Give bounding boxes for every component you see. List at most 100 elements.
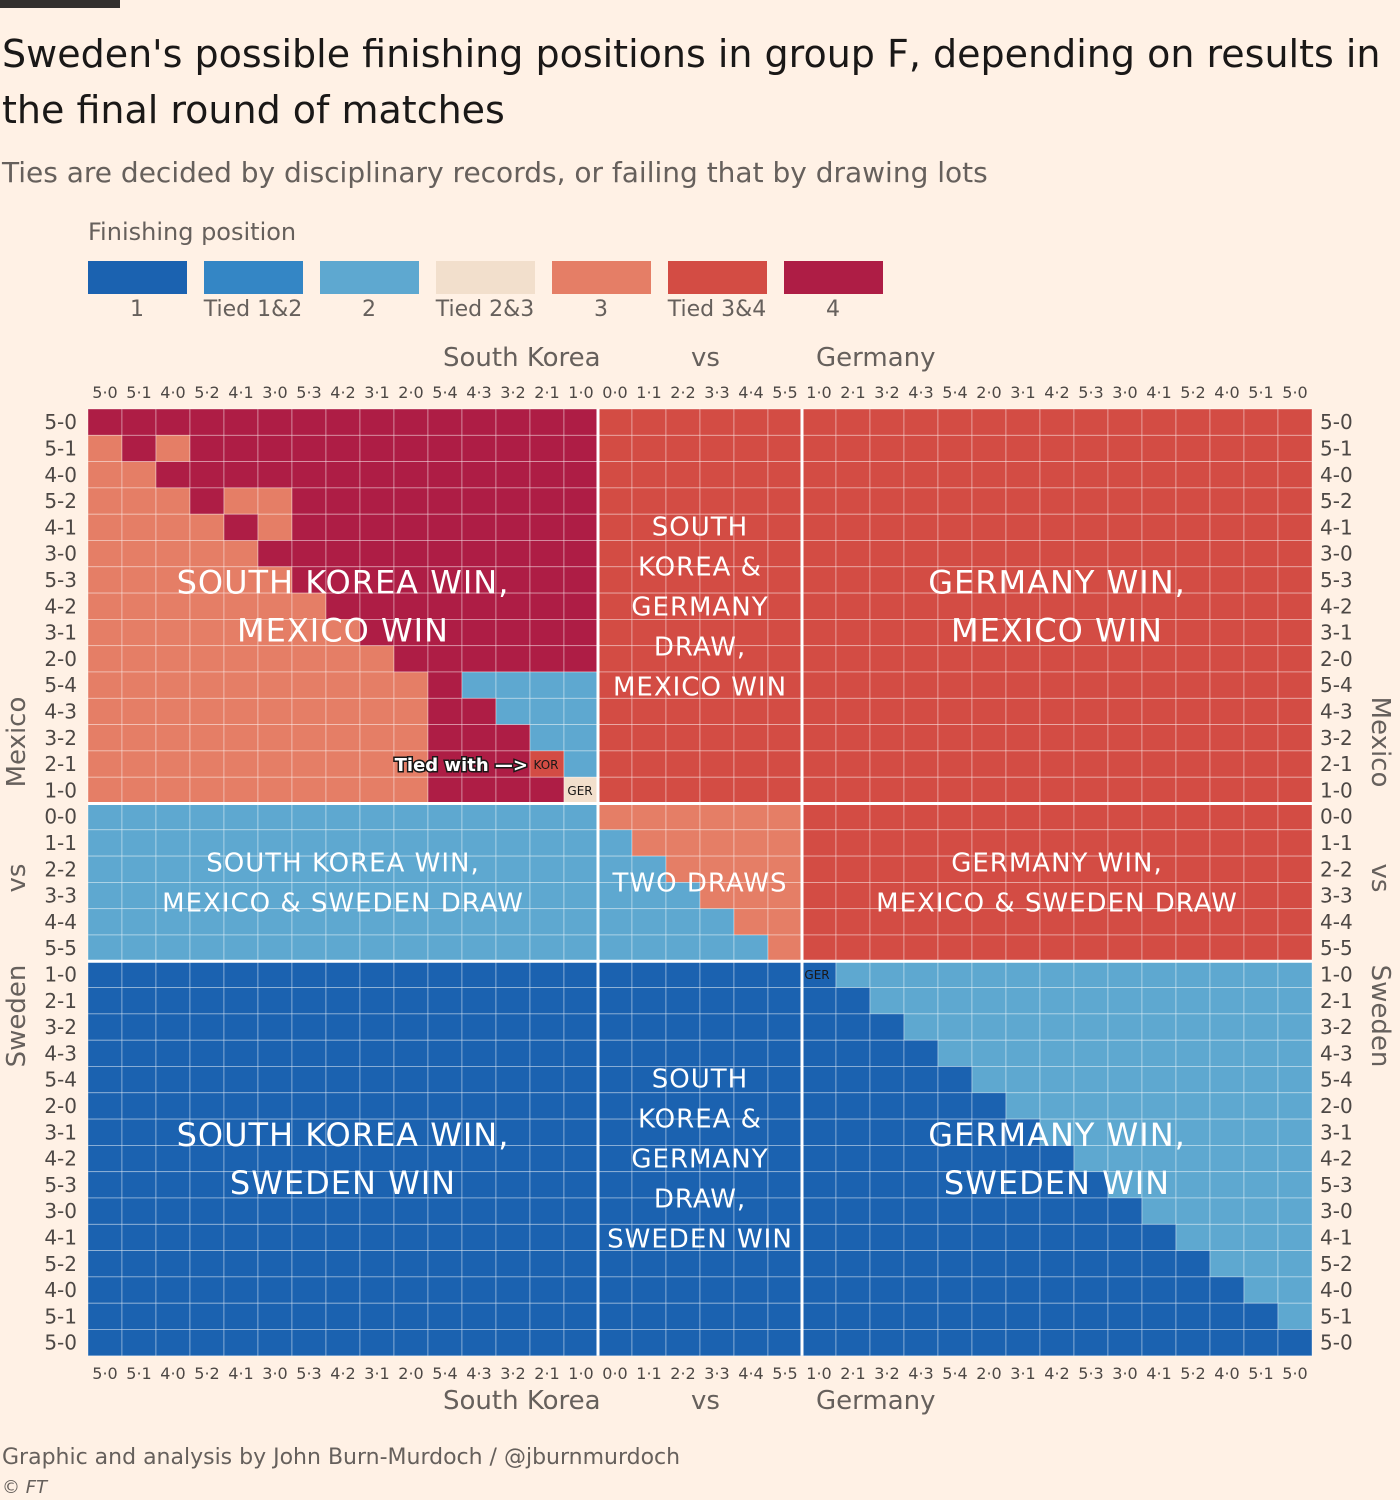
heatmap-cell	[903, 461, 939, 489]
heatmap-cell	[903, 1329, 939, 1357]
heatmap-cell	[1277, 1118, 1313, 1146]
heatmap-cell	[87, 461, 123, 489]
heatmap-cell	[937, 1276, 973, 1304]
heatmap-cell	[801, 855, 837, 883]
heatmap-cell	[121, 1197, 157, 1225]
heatmap-cell	[971, 1276, 1007, 1304]
heatmap-cell	[393, 619, 429, 647]
heatmap-cell	[529, 434, 565, 462]
x-tick-label-top: 1·0	[568, 383, 593, 402]
heatmap-cell	[869, 566, 905, 594]
y-tick-label-right: 3-1	[1320, 621, 1353, 645]
heatmap-cell	[1107, 1092, 1143, 1120]
heatmap-cell	[971, 882, 1007, 910]
heatmap-cell	[971, 934, 1007, 962]
heatmap-cell	[189, 1223, 225, 1252]
heatmap-cell	[835, 829, 871, 857]
heatmap-cell	[495, 829, 531, 857]
heatmap-cell	[1277, 908, 1313, 936]
heatmap-cell	[903, 1039, 939, 1067]
heatmap-cell	[631, 1276, 667, 1304]
heatmap-cell	[1039, 1329, 1075, 1357]
heatmap-cell	[869, 960, 905, 988]
heatmap-cell	[257, 776, 293, 804]
heatmap-cell	[87, 908, 123, 936]
heatmap-cell	[767, 934, 803, 962]
heatmap-cell	[393, 434, 429, 462]
heatmap-cell	[427, 855, 463, 883]
x-tick-label-bottom: 3·0	[262, 1364, 287, 1383]
y-tick-label-left: 2-0	[44, 1094, 77, 1118]
heatmap-cell	[495, 1329, 531, 1357]
region-label: SOUTH KOREA WIN,	[177, 1116, 510, 1154]
heatmap-cell	[733, 750, 769, 778]
y-tick-label-left: 2-1	[44, 989, 77, 1013]
heatmap-cell	[87, 1171, 123, 1199]
heatmap-cell	[1175, 1223, 1211, 1252]
heatmap-cell	[1073, 724, 1109, 752]
heatmap-cell	[427, 1276, 463, 1304]
heatmap-cell	[597, 1092, 633, 1120]
heatmap-cell	[461, 987, 497, 1015]
heatmap-cell	[257, 934, 293, 962]
heatmap-cell	[1209, 855, 1245, 883]
heatmap-cell	[563, 671, 599, 699]
heatmap-cell	[87, 671, 123, 699]
top-axis-title-vs: vs	[691, 343, 720, 373]
heatmap-cell	[1039, 1039, 1075, 1067]
heatmap-cell	[427, 1013, 463, 1041]
heatmap-cell	[1005, 934, 1041, 962]
heatmap-cell	[801, 1223, 837, 1252]
heatmap-cell	[767, 619, 803, 647]
heatmap-cell	[1243, 1197, 1279, 1225]
heatmap-cell	[223, 776, 259, 804]
heatmap-cell	[427, 1039, 463, 1067]
region-label: GERMANY WIN,	[951, 849, 1163, 879]
heatmap-cell	[393, 487, 429, 515]
heatmap-cell	[223, 1302, 259, 1330]
heatmap-cell	[529, 987, 565, 1015]
heatmap-cell	[835, 1145, 871, 1173]
heatmap-cell	[461, 1066, 497, 1094]
heatmap-cell	[393, 1013, 429, 1041]
heatmap-cell	[1277, 882, 1313, 910]
heatmap-cell	[529, 461, 565, 489]
heatmap-cell	[87, 408, 123, 436]
heatmap-cell	[801, 829, 837, 857]
heatmap-cell	[597, 1145, 633, 1173]
x-tick-label-bottom: 0·0	[602, 1364, 627, 1383]
heatmap-cell	[937, 645, 973, 673]
heatmap-cell	[495, 645, 531, 673]
heatmap-cell	[1039, 1066, 1075, 1094]
heatmap-cell	[155, 1171, 191, 1199]
heatmap-cell	[291, 987, 327, 1015]
heatmap-cell	[325, 724, 361, 752]
heatmap-cell	[1175, 1039, 1211, 1067]
heatmap-cell	[869, 1171, 905, 1199]
heatmap-cell	[903, 1250, 939, 1278]
heatmap-cell	[291, 803, 327, 831]
heatmap-cell	[87, 592, 123, 620]
heatmap-cell	[189, 434, 225, 462]
heatmap-cell	[971, 908, 1007, 936]
heatmap-cell	[767, 1223, 803, 1252]
heatmap-cell	[155, 513, 191, 541]
heatmap-cell	[937, 1013, 973, 1041]
heatmap-cell	[801, 987, 837, 1015]
heatmap-cell	[1107, 1013, 1143, 1041]
x-tick-label-bottom: 5·4	[432, 1364, 457, 1383]
heatmap-cell	[87, 513, 123, 541]
heatmap-cell	[87, 987, 123, 1015]
heatmap-cell	[1209, 1039, 1245, 1067]
x-tick-label-top: 4·0	[1214, 383, 1239, 402]
heatmap-cell	[461, 1039, 497, 1067]
heatmap-cell	[699, 750, 735, 778]
heatmap-cell	[495, 697, 531, 725]
heatmap-cell	[869, 434, 905, 462]
heatmap-cell	[1175, 829, 1211, 857]
heatmap-cell	[529, 934, 565, 962]
heatmap-cell	[869, 1329, 905, 1357]
heatmap-cell	[121, 960, 157, 988]
heatmap-cell	[393, 461, 429, 489]
heatmap-cell	[597, 934, 633, 962]
